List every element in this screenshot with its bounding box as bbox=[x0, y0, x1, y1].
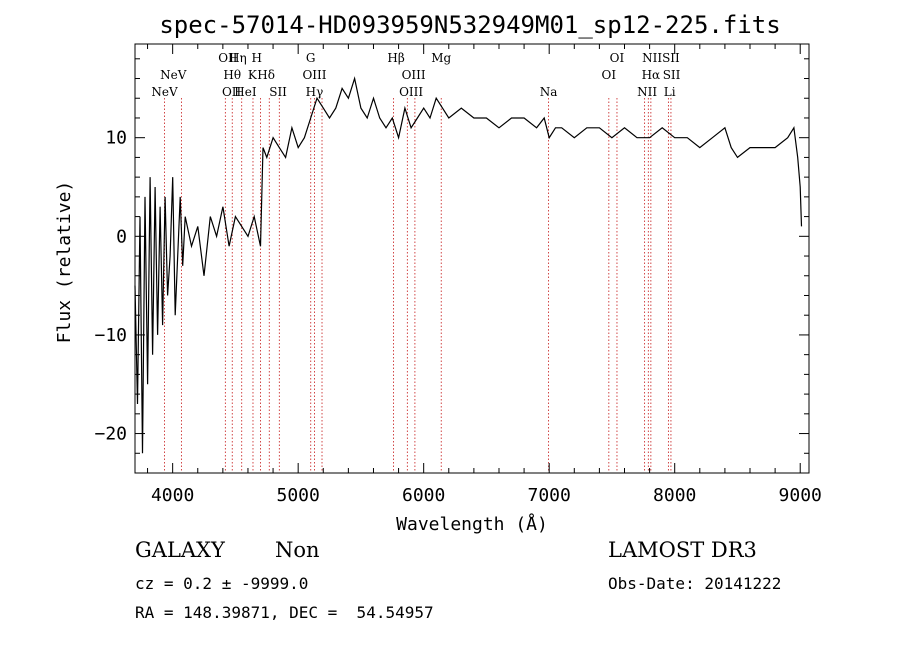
line-label: SII bbox=[663, 68, 681, 82]
x-tick-label: 9000 bbox=[779, 485, 822, 506]
y-tick-label: −10 bbox=[94, 325, 127, 346]
line-label: OII bbox=[218, 51, 238, 65]
chart-title: spec-57014-HD093959N532949M01_sp12-225.f… bbox=[159, 11, 780, 39]
line-label: G bbox=[306, 51, 316, 65]
line-label: Hδ bbox=[257, 68, 275, 82]
x-tick-label: 5000 bbox=[276, 485, 319, 506]
x-tick-label: 7000 bbox=[528, 485, 571, 506]
line-label: K bbox=[248, 68, 258, 82]
line-label: Hβ bbox=[387, 51, 404, 65]
observation-date: Obs-Date: 20141222 bbox=[608, 574, 782, 593]
line-label: Mg bbox=[431, 51, 451, 65]
x-tick-label: 6000 bbox=[402, 485, 445, 506]
line-label: NeV bbox=[151, 85, 178, 99]
line-label: OIII bbox=[399, 85, 423, 99]
x-axis-label: Wavelength (Å) bbox=[396, 513, 548, 535]
line-label: OIII bbox=[302, 68, 326, 82]
line-label: OIII bbox=[402, 68, 426, 82]
line-label: Hθ bbox=[223, 68, 241, 82]
survey-name: LAMOST DR3 bbox=[608, 538, 757, 562]
y-tick-label: −20 bbox=[94, 424, 127, 445]
redshift-cz: cz = 0.2 ± -9999.0 bbox=[135, 574, 309, 593]
line-label: OI bbox=[610, 51, 625, 65]
x-tick-label: 4000 bbox=[151, 485, 194, 506]
x-tick-label: 8000 bbox=[653, 485, 696, 506]
y-axis-label: Flux (relative) bbox=[54, 181, 75, 344]
plot-frame bbox=[134, 43, 810, 474]
flux-line bbox=[134, 76, 803, 454]
line-label: Li bbox=[664, 85, 676, 99]
emission-line-markers: NeVNeVOIIHηHθOIIHeIKHHδSIIGOIIIHγHβOIIIO… bbox=[151, 51, 681, 473]
line-label: NII bbox=[642, 51, 662, 65]
y-tick-label: 10 bbox=[105, 128, 127, 149]
line-label: SII bbox=[662, 51, 680, 65]
line-label: Na bbox=[540, 85, 558, 99]
line-label: Hγ bbox=[306, 85, 324, 99]
line-label: SII bbox=[269, 85, 287, 99]
axes: 4000 5000 6000 7000 8000 9000 −20 −10 0 10 bbox=[94, 44, 822, 506]
line-label: HeI bbox=[234, 85, 257, 99]
y-tick-label: 0 bbox=[116, 226, 127, 247]
object-subclass: Non bbox=[275, 538, 320, 562]
line-label: H bbox=[252, 51, 262, 65]
line-label: Hη bbox=[229, 51, 247, 65]
object-class: GALAXY bbox=[135, 538, 225, 562]
line-label: OII bbox=[222, 85, 242, 99]
line-label: NII bbox=[637, 85, 657, 99]
line-label: OI bbox=[602, 68, 617, 82]
line-label: NeV bbox=[160, 68, 187, 82]
line-label: Hα bbox=[642, 68, 661, 82]
coordinates: RA = 148.39871, DEC = 54.54957 bbox=[135, 603, 434, 622]
